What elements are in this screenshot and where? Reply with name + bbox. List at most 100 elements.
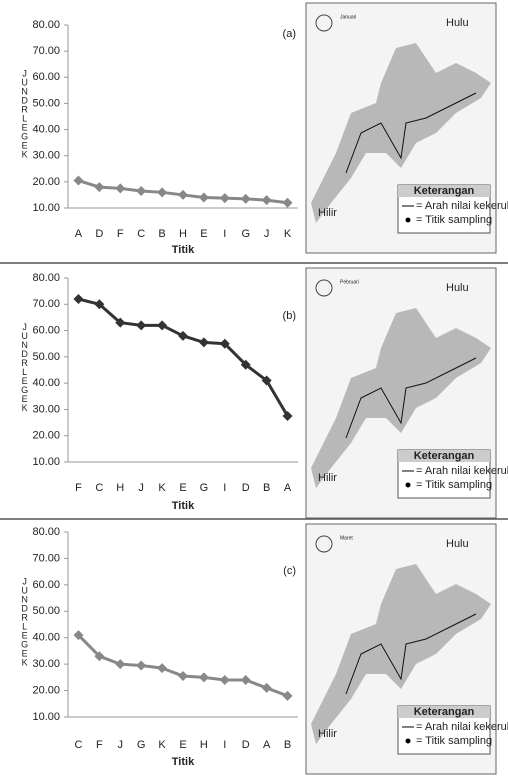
x-tick-label: C xyxy=(74,739,82,751)
x-axis-title: Titik xyxy=(172,756,195,768)
legend-item: = Arah nilai kekeruhan xyxy=(416,465,508,477)
legend-header xyxy=(398,450,490,462)
data-point xyxy=(73,294,84,305)
data-point xyxy=(261,375,272,386)
y-tick-label: 60.00 xyxy=(32,324,60,336)
legend-dot xyxy=(405,482,411,488)
y-tick-label: 30.00 xyxy=(32,658,60,670)
y-tick-label: 80.00 xyxy=(32,272,60,284)
data-point xyxy=(240,675,251,685)
data-point xyxy=(282,411,293,421)
x-tick-label: E xyxy=(179,482,186,494)
x-axis-title: Titik xyxy=(172,244,195,256)
x-tick-label: H xyxy=(179,228,187,240)
data-point xyxy=(198,192,209,203)
data-point xyxy=(94,651,105,662)
river-area xyxy=(311,308,491,488)
data-point xyxy=(282,690,293,701)
x-tick-label: G xyxy=(137,739,146,751)
y-tick-label: 60.00 xyxy=(32,71,60,83)
data-point xyxy=(115,317,126,328)
direction-line xyxy=(345,357,477,439)
y-tick-label: 60.00 xyxy=(32,579,60,591)
river-area xyxy=(311,564,491,744)
legend-item: = Arah nilai kekeruhan xyxy=(416,721,508,733)
data-line xyxy=(78,297,289,417)
compass xyxy=(315,279,333,297)
x-tick-label: E xyxy=(200,228,207,240)
legend-item: = Arah nilai kekeruhan xyxy=(416,200,508,212)
x-tick-label: G xyxy=(200,482,209,494)
x-tick-label: A xyxy=(75,228,83,240)
panel-label: (a) xyxy=(283,28,296,40)
y-tick-label: 40.00 xyxy=(32,377,60,389)
x-tick-label: C xyxy=(137,228,145,240)
legend-item: = Titik sampling xyxy=(416,479,492,491)
data-point xyxy=(261,682,272,693)
direction-line xyxy=(345,92,477,174)
y-tick-label: 70.00 xyxy=(32,45,60,57)
y-tick-label: 80.00 xyxy=(32,526,60,538)
x-tick-label: B xyxy=(263,482,270,494)
data-point xyxy=(115,183,126,194)
x-tick-label: I xyxy=(223,228,226,240)
y-tick-label: 40.00 xyxy=(32,123,60,135)
x-tick-label: K xyxy=(158,482,166,494)
y-tick-label: 20.00 xyxy=(32,176,60,188)
map-upstream: Hulu xyxy=(446,17,469,29)
panel-label: (b) xyxy=(283,310,296,322)
legend-dot xyxy=(405,217,411,223)
x-tick-label: H xyxy=(116,482,124,494)
data-point xyxy=(157,320,168,331)
x-tick-label: D xyxy=(95,228,103,240)
data-point xyxy=(94,182,105,193)
x-tick-label: K xyxy=(158,739,166,751)
legend-header xyxy=(398,185,490,197)
data-point xyxy=(157,663,168,674)
map-upstream: Hulu xyxy=(446,282,469,294)
x-tick-label: D xyxy=(242,482,250,494)
y-tick-label: 10.00 xyxy=(32,711,60,723)
x-tick-label: B xyxy=(284,739,291,751)
x-tick-label: I xyxy=(223,482,226,494)
map-month: Maret xyxy=(340,535,353,541)
y-axis-title: JUNDRLEGEK xyxy=(20,577,30,667)
y-tick-label: 10.00 xyxy=(32,202,60,214)
y-axis-title: JUNDRLEGEK xyxy=(20,69,30,159)
legend-title: Keterangan xyxy=(414,706,475,718)
x-axis-title: Titik xyxy=(172,500,195,512)
x-tick-label: E xyxy=(179,739,186,751)
y-tick-label: 40.00 xyxy=(32,632,60,644)
data-point xyxy=(282,197,293,208)
x-tick-label: J xyxy=(118,739,124,751)
x-tick-label: F xyxy=(75,482,82,494)
data-point xyxy=(178,671,188,682)
y-tick-label: 80.00 xyxy=(32,19,60,31)
y-tick-label: 30.00 xyxy=(32,403,60,415)
data-point xyxy=(219,338,230,349)
map-month: Pebruari xyxy=(340,279,359,285)
legend-title: Keterangan xyxy=(414,450,475,462)
data-point xyxy=(136,186,147,197)
data-point xyxy=(198,337,209,348)
data-point xyxy=(240,359,251,370)
data-point xyxy=(178,330,188,341)
panel-label: (c) xyxy=(283,565,296,577)
legend-dot xyxy=(405,738,411,744)
y-tick-label: 50.00 xyxy=(32,605,60,617)
y-tick-label: 50.00 xyxy=(32,97,60,109)
direction-line xyxy=(345,613,477,695)
data-point xyxy=(73,175,84,186)
x-tick-label: C xyxy=(95,482,103,494)
data-point xyxy=(136,660,147,671)
map-month: Januari xyxy=(340,14,356,20)
map-downstream: Hilir xyxy=(318,472,337,484)
map-downstream: Hilir xyxy=(318,207,337,219)
x-tick-label: J xyxy=(264,228,270,240)
x-tick-label: A xyxy=(284,482,292,494)
data-line xyxy=(77,634,289,698)
data-point xyxy=(136,320,147,331)
x-tick-label: A xyxy=(263,739,271,751)
x-tick-label: G xyxy=(241,228,250,240)
